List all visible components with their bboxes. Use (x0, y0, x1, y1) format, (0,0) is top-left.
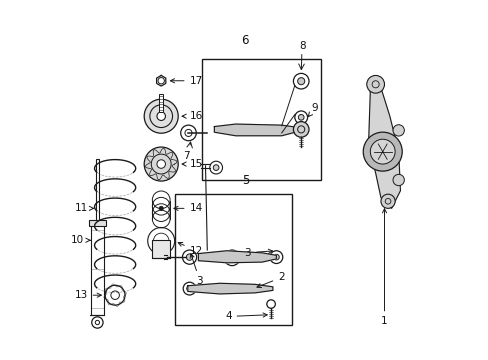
Text: 7: 7 (183, 150, 189, 161)
Circle shape (366, 76, 384, 93)
Text: 11: 11 (74, 203, 93, 213)
Circle shape (228, 254, 235, 261)
Circle shape (392, 125, 404, 136)
Polygon shape (187, 283, 272, 294)
Polygon shape (368, 81, 400, 208)
Circle shape (298, 114, 304, 120)
Circle shape (293, 122, 308, 137)
Bar (89, 220, 105, 226)
Circle shape (144, 99, 178, 133)
Text: 16: 16 (182, 111, 203, 121)
Text: 5: 5 (242, 174, 249, 187)
Text: 12: 12 (178, 242, 203, 256)
Circle shape (186, 254, 192, 260)
Text: 15: 15 (182, 159, 203, 169)
Circle shape (157, 160, 165, 168)
Circle shape (144, 147, 178, 181)
Text: 9: 9 (307, 103, 318, 117)
Text: 6: 6 (240, 34, 248, 47)
Circle shape (369, 139, 394, 164)
Circle shape (363, 132, 402, 171)
Circle shape (159, 206, 163, 211)
Text: 10: 10 (71, 235, 90, 245)
Bar (159, 94, 163, 112)
Bar (202, 59, 320, 180)
Circle shape (213, 165, 219, 170)
Text: 14: 14 (174, 203, 203, 213)
Text: 3: 3 (244, 248, 272, 258)
Text: 2: 2 (256, 273, 284, 288)
Bar (91, 222, 103, 315)
Text: 4: 4 (224, 311, 266, 321)
Text: 8: 8 (299, 41, 305, 51)
Bar (175, 194, 292, 325)
Text: 1: 1 (381, 209, 387, 327)
Bar (96, 159, 99, 222)
Circle shape (273, 254, 279, 260)
Circle shape (297, 78, 304, 85)
Circle shape (380, 194, 394, 208)
Polygon shape (214, 124, 299, 136)
Circle shape (392, 174, 404, 186)
Circle shape (186, 286, 192, 292)
Text: 3: 3 (190, 254, 203, 286)
Circle shape (157, 112, 165, 121)
Polygon shape (198, 251, 276, 263)
Text: 17: 17 (170, 76, 203, 86)
Text: 13: 13 (74, 290, 101, 300)
Bar (152, 240, 170, 258)
